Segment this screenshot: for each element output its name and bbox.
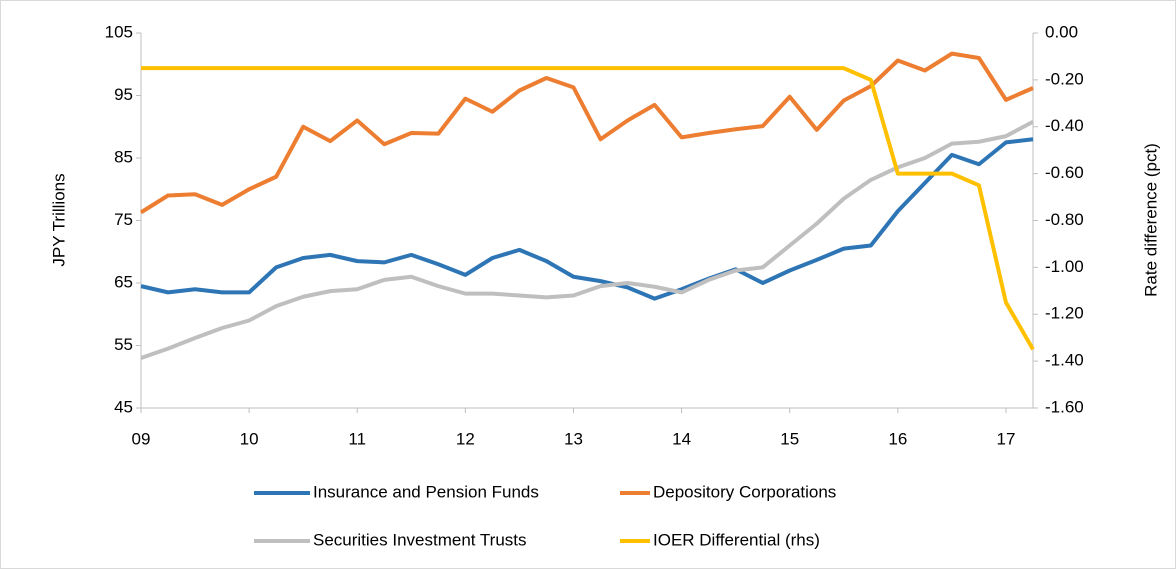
y-tick-label: 45 <box>114 397 133 416</box>
series-line <box>140 137 1034 301</box>
y-tick-label: 85 <box>114 147 133 166</box>
y-tick-label: 95 <box>114 85 133 104</box>
y2-tick-label: -1.00 <box>1045 257 1084 276</box>
y2-tick-label: -1.60 <box>1045 397 1084 416</box>
series-line <box>140 119 1034 360</box>
series-line <box>139 51 1034 215</box>
y-axis-title: JPY Trillions <box>49 173 68 266</box>
x-tick-label: 10 <box>240 429 259 448</box>
x-tick-label: 15 <box>780 429 799 448</box>
legend-label: Depository Corporations <box>653 482 836 501</box>
x-tick-label: 13 <box>564 429 583 448</box>
x-tick-label: 14 <box>672 429 691 448</box>
series-line <box>141 66 1035 351</box>
y-tick-label: 55 <box>114 335 133 354</box>
y2-tick-label: 0.00 <box>1045 22 1078 41</box>
legend-label: Securities Investment Trusts <box>313 530 527 549</box>
x-tick-label: 17 <box>997 429 1016 448</box>
y2-tick-label: -0.40 <box>1045 116 1084 135</box>
x-tick-label: 11 <box>348 429 366 448</box>
y2-tick-label: -0.80 <box>1045 210 1084 229</box>
y2-tick-label: -0.60 <box>1045 163 1084 182</box>
y2-tick-label: -1.20 <box>1045 304 1084 323</box>
x-tick-label: 12 <box>456 429 475 448</box>
legend-label: IOER Differential (rhs) <box>653 530 820 549</box>
y2-tick-label: -0.20 <box>1045 69 1084 88</box>
x-tick-label: 16 <box>888 429 907 448</box>
y2-axis-title: Rate difference (pct) <box>1141 143 1160 297</box>
y-tick-label: 105 <box>105 22 133 41</box>
y-tick-label: 65 <box>114 272 133 291</box>
y-tick-label: 75 <box>114 210 133 229</box>
y2-tick-label: -1.40 <box>1045 351 1084 370</box>
legend-label: Insurance and Pension Funds <box>313 482 539 501</box>
x-tick-label: 09 <box>132 429 151 448</box>
